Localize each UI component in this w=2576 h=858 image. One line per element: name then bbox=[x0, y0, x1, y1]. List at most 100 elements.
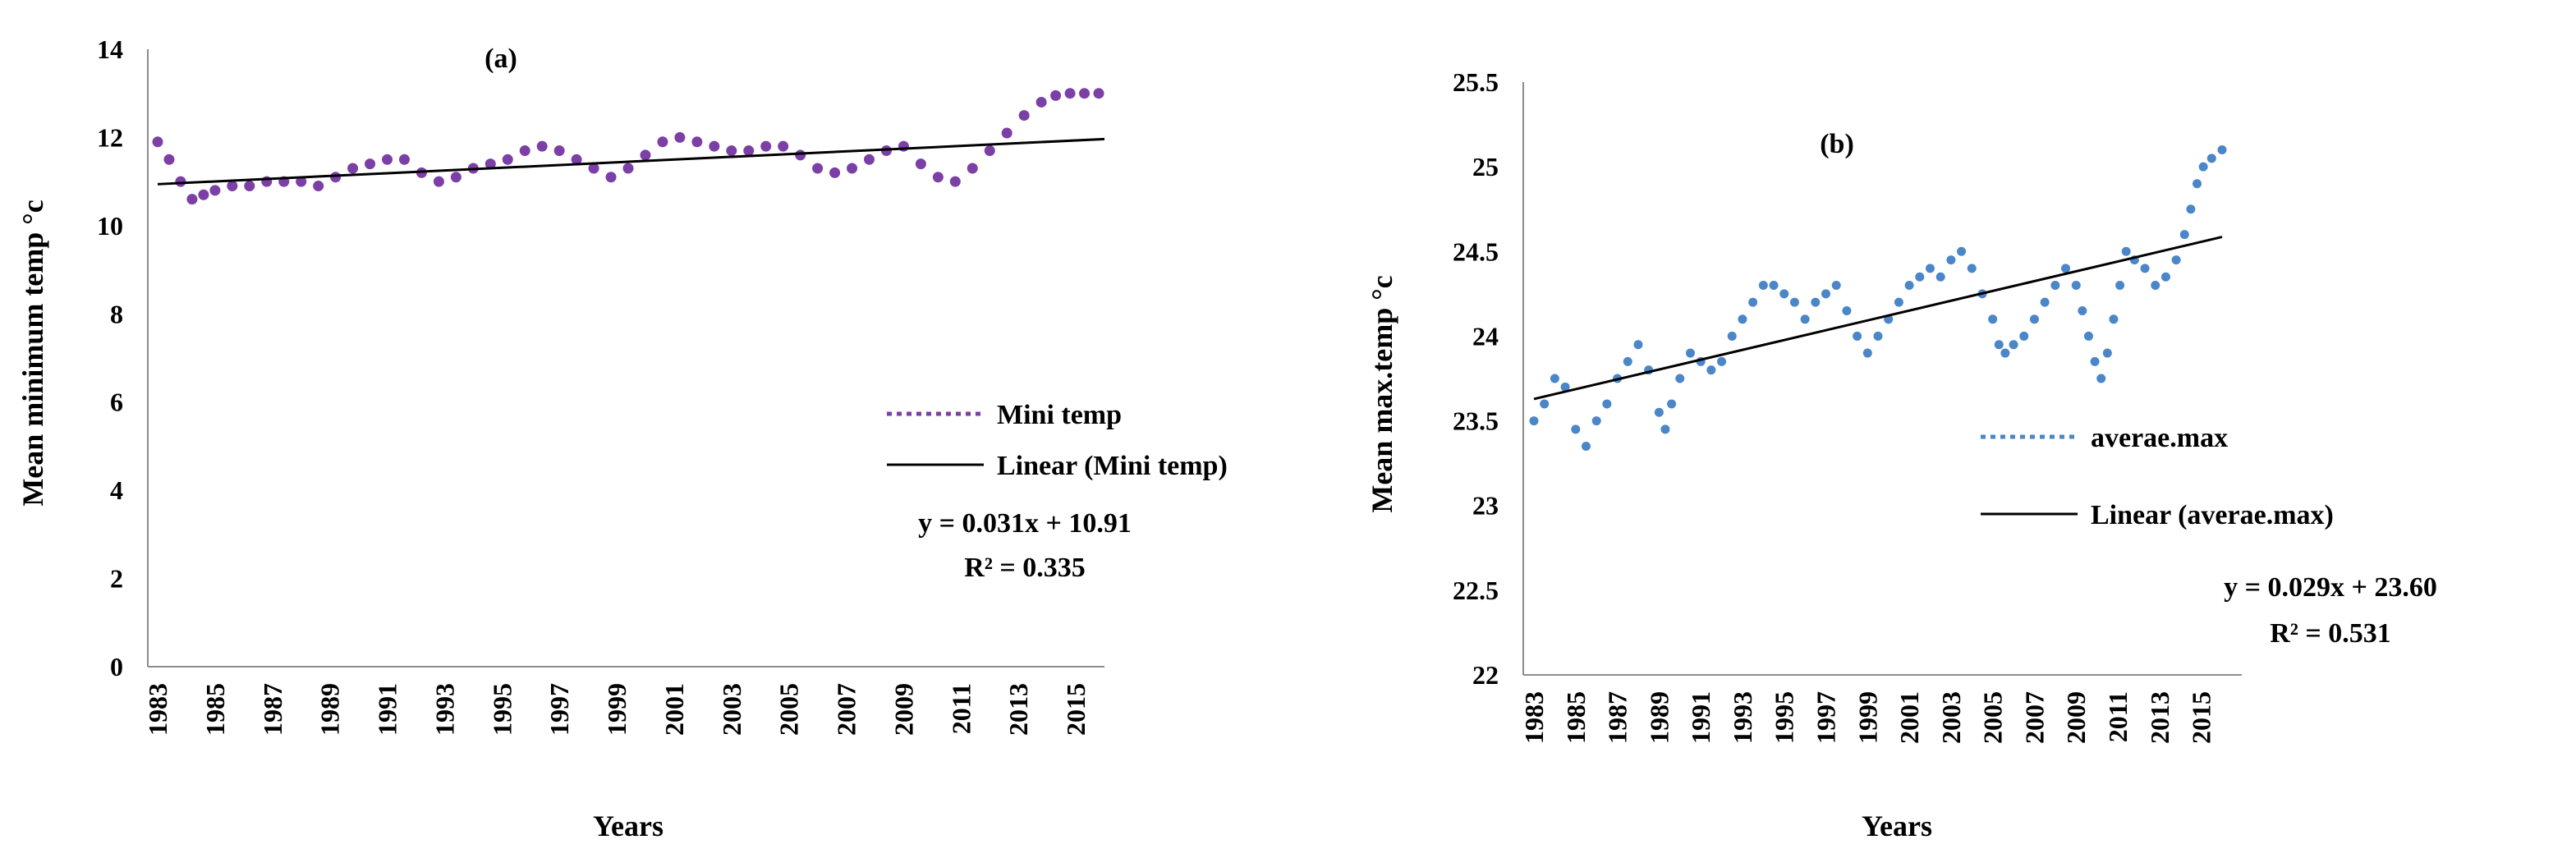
data-point bbox=[691, 136, 703, 148]
data-point bbox=[1779, 289, 1789, 299]
data-point bbox=[450, 172, 461, 183]
x-tick-label: 2003 bbox=[717, 683, 746, 736]
data-point bbox=[588, 163, 599, 174]
data-point bbox=[244, 181, 255, 192]
x-tick-label: 1991 bbox=[1686, 691, 1715, 744]
data-point bbox=[622, 163, 634, 174]
panel-b-y-ticks: 22 22.5 23 23.5 24 24.5 25 25.5 bbox=[1453, 67, 1499, 690]
data-point bbox=[198, 189, 209, 200]
data-point bbox=[571, 154, 582, 165]
panel-b-r-squared: R² = 0.531 bbox=[2270, 618, 2391, 649]
data-point bbox=[1842, 305, 1852, 315]
data-point bbox=[1581, 442, 1591, 452]
data-point bbox=[2206, 154, 2216, 163]
y-tick-label: 23.5 bbox=[1453, 406, 1499, 436]
data-point bbox=[1738, 314, 1747, 324]
panel-b-x-axis-title: Years bbox=[1862, 810, 1932, 842]
data-point bbox=[1591, 416, 1601, 426]
data-point bbox=[1623, 356, 1632, 366]
y-tick-label: 22.5 bbox=[1453, 576, 1499, 605]
x-tick-label: 1989 bbox=[315, 683, 345, 736]
data-point bbox=[2061, 264, 2071, 273]
y-tick-label: 14 bbox=[97, 34, 123, 64]
panel-a-legend-series-label: Mini temp bbox=[997, 400, 1122, 430]
data-point bbox=[1675, 374, 1685, 383]
data-point bbox=[398, 154, 410, 165]
data-point bbox=[209, 185, 221, 196]
data-point bbox=[605, 172, 617, 183]
data-point bbox=[709, 140, 720, 152]
panel-b-equation: y = 0.029x + 23.60 bbox=[2224, 572, 2437, 603]
x-tick-label: 1995 bbox=[1770, 691, 1799, 744]
data-point bbox=[1904, 281, 1914, 291]
data-point bbox=[812, 163, 824, 174]
x-tick-label: 1995 bbox=[487, 683, 517, 736]
panel-a-equation: y = 0.031x + 10.91 bbox=[918, 508, 1132, 539]
y-tick-label: 25.5 bbox=[1453, 67, 1499, 97]
data-point bbox=[553, 145, 565, 157]
data-point bbox=[2071, 281, 2081, 291]
y-tick-label: 24.5 bbox=[1453, 236, 1499, 266]
x-tick-label: 2007 bbox=[2019, 691, 2049, 744]
x-tick-label: 1999 bbox=[602, 683, 631, 736]
x-tick-label: 1999 bbox=[1853, 691, 1882, 744]
x-tick-label: 1983 bbox=[143, 683, 172, 736]
y-tick-label: 8 bbox=[110, 299, 123, 328]
x-tick-label: 2005 bbox=[774, 683, 804, 736]
data-point bbox=[967, 163, 978, 174]
data-point bbox=[382, 154, 393, 165]
data-point bbox=[2160, 272, 2170, 282]
data-point bbox=[1894, 297, 1903, 307]
data-point bbox=[743, 145, 755, 157]
x-tick-label: 1997 bbox=[1811, 691, 1841, 744]
data-point bbox=[1821, 289, 1831, 299]
y-tick-label: 25 bbox=[1472, 152, 1499, 181]
x-tick-label: 2015 bbox=[1061, 683, 1091, 736]
panel-b-legend-trend-label: Linear (averae.max) bbox=[2091, 500, 2334, 530]
data-point bbox=[296, 176, 307, 187]
data-point bbox=[1988, 314, 1998, 324]
panel-b-label: (b) bbox=[1820, 129, 1854, 159]
data-point bbox=[1654, 407, 1664, 417]
data-point bbox=[2000, 348, 2010, 358]
data-point bbox=[186, 194, 198, 205]
x-tick-label: 1985 bbox=[200, 683, 230, 736]
data-point bbox=[1915, 272, 1925, 282]
data-point bbox=[2140, 264, 2150, 273]
data-point bbox=[484, 158, 496, 170]
data-point bbox=[2115, 281, 2125, 291]
y-tick-label: 24 bbox=[1472, 321, 1499, 351]
x-tick-label: 1985 bbox=[1561, 691, 1591, 744]
data-point bbox=[1873, 331, 1883, 341]
data-point bbox=[795, 149, 806, 161]
data-point bbox=[1602, 399, 1612, 409]
data-point bbox=[1035, 96, 1047, 108]
panel-a-x-ticks: 1983 1985 1987 1989 1991 1993 1995 1997 1999 2001… bbox=[143, 683, 1091, 736]
data-point bbox=[2171, 255, 2181, 265]
panel-b-legend-series-label: averae.max bbox=[2091, 423, 2228, 453]
data-point bbox=[847, 163, 858, 174]
panel-a-legend-trend-label: Linear (Mini temp) bbox=[997, 451, 1228, 481]
y-tick-label: 12 bbox=[97, 122, 123, 152]
data-point bbox=[640, 149, 651, 161]
data-point bbox=[433, 176, 444, 187]
data-point bbox=[1758, 281, 1768, 291]
data-point bbox=[1717, 356, 1727, 366]
x-tick-label: 1989 bbox=[1644, 691, 1674, 744]
panel-a-label: (a) bbox=[484, 44, 517, 74]
x-tick-label: 2013 bbox=[2145, 691, 2174, 744]
data-point bbox=[1667, 399, 1677, 409]
data-point bbox=[1001, 127, 1012, 139]
data-point bbox=[1018, 110, 1030, 122]
x-tick-label: 2009 bbox=[2061, 691, 2091, 744]
data-point bbox=[1540, 399, 1550, 409]
data-point bbox=[1529, 416, 1539, 426]
data-point bbox=[519, 145, 530, 157]
data-point bbox=[2050, 281, 2060, 291]
data-point bbox=[880, 145, 892, 157]
panel-b-x-ticks: 1983 1985 1987 1989 1991 1993 1995 1997 1999 2001… bbox=[1519, 691, 2216, 744]
panel-a-x-axis-title: Years bbox=[593, 810, 664, 842]
y-tick-label: 23 bbox=[1472, 491, 1499, 521]
x-tick-label: 2011 bbox=[946, 683, 976, 734]
data-point bbox=[674, 131, 686, 143]
